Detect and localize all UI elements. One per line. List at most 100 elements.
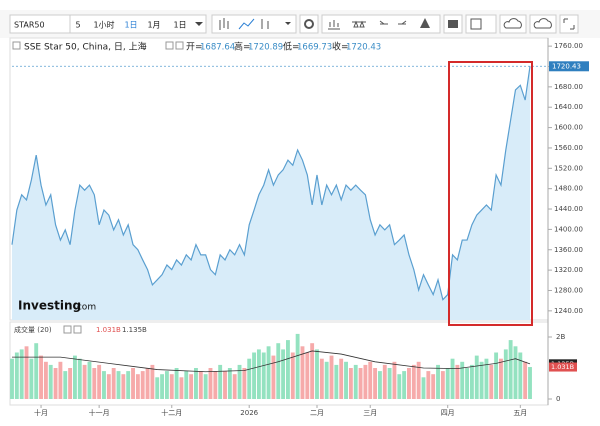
symbol: STAR50: [14, 21, 45, 30]
volume-bar: [286, 340, 290, 399]
x-tick-label: 三月: [363, 409, 377, 417]
volume-bar: [247, 358, 252, 399]
y-tick-label: 1400.00: [554, 225, 583, 233]
highlight-box: [448, 61, 533, 326]
low-value: 1669.73: [297, 43, 332, 53]
redo-icon[interactable]: [398, 20, 407, 25]
volume-bar: [29, 358, 34, 399]
volume-bar: [39, 355, 43, 399]
volume-bar: [373, 368, 378, 399]
volume-bar: [344, 361, 348, 399]
volume-bar: [513, 346, 518, 399]
volume-bar: [198, 371, 203, 399]
interval-button[interactable]: 1日: [173, 21, 186, 30]
volume-bar: [92, 368, 97, 399]
volume-bar: [368, 361, 373, 399]
bar-icon[interactable]: [261, 19, 269, 29]
layout-icon: [470, 18, 482, 30]
volume-bar: [426, 371, 431, 399]
x-tick-label: 四月: [441, 409, 455, 417]
high-label: 高=: [234, 41, 251, 53]
watermark: .com: [74, 303, 96, 313]
y-tick-label: 1760.00: [554, 42, 583, 50]
volume-bar: [290, 352, 295, 399]
collapse-icon[interactable]: [12, 41, 21, 50]
volume-bar: [223, 371, 227, 399]
volume-bar: [242, 368, 247, 399]
x-tick-label: 十二月: [161, 408, 182, 417]
volume-bar: [421, 377, 426, 399]
volume-bar: [523, 361, 528, 399]
volume-bar: [43, 361, 48, 399]
volume-bar: [416, 361, 421, 399]
volume-bar: [315, 349, 319, 399]
settings-button[interactable]: [299, 14, 319, 34]
volume-bar: [445, 368, 450, 399]
volume-y-tick-label: 0: [556, 395, 560, 403]
volume-bar: [164, 371, 169, 399]
volume-bar: [208, 368, 213, 399]
indicator-icon[interactable]: [328, 20, 340, 30]
volume-bar: [19, 349, 24, 399]
low-label: 低=: [283, 41, 300, 53]
y-tick-label: 1320.00: [554, 266, 583, 274]
volume-bar: [97, 364, 102, 399]
volume-bar: [310, 343, 315, 399]
close-label: 收=: [332, 41, 349, 53]
dropdown-icon[interactable]: [195, 22, 203, 26]
candle-icon[interactable]: [219, 18, 229, 30]
price-area: [12, 66, 530, 321]
volume-bar: [218, 364, 223, 399]
volume-bar: [106, 374, 111, 399]
close-icon[interactable]: [175, 41, 184, 50]
volume-bar: [508, 340, 513, 399]
y-tick-label: 1640.00: [554, 103, 583, 111]
volume-bar: [116, 371, 121, 399]
settings-icon: [304, 19, 314, 29]
volume-marker-box: [549, 362, 577, 372]
volume-bar: [494, 352, 499, 399]
volume-bar: [48, 364, 53, 399]
y-tick-label: 1520.00: [554, 164, 583, 172]
volume-bar: [14, 352, 19, 399]
volume-bar: [58, 361, 63, 399]
interval-button-active[interactable]: 1日: [124, 21, 137, 30]
interval-button[interactable]: 5: [75, 21, 80, 30]
volume-bar: [455, 364, 460, 399]
y-tick-label: 1480.00: [554, 185, 583, 193]
volume-bar: [479, 361, 484, 399]
interval-button[interactable]: 1月: [147, 21, 160, 30]
compare-icon[interactable]: [352, 20, 366, 28]
dropdown-icon[interactable]: [285, 22, 291, 25]
chart-type-group: [211, 14, 297, 34]
volume-bar: [227, 368, 232, 399]
volume-ma-line: [12, 350, 531, 373]
volume-bar: [436, 364, 440, 399]
volume-bar: [10, 358, 14, 399]
fullscreen-button[interactable]: [559, 14, 579, 34]
volume-bar: [392, 361, 397, 399]
settings-icon[interactable]: [165, 41, 174, 50]
line-icon[interactable]: [238, 18, 255, 30]
x-tick-label: 2026: [240, 409, 258, 417]
interval-button[interactable]: 1小时: [93, 20, 114, 30]
volume-bar: [256, 349, 261, 399]
alert-icon[interactable]: [420, 18, 430, 28]
undo-icon[interactable]: [379, 20, 388, 25]
volume-bar: [319, 358, 324, 399]
volume-bar: [102, 371, 106, 399]
volume-bar: [450, 358, 455, 399]
settings-icon[interactable]: [63, 325, 72, 334]
volume-bar: [397, 374, 402, 399]
high-value: 1720.89: [248, 43, 283, 53]
cloud-icon: [533, 18, 552, 29]
y-tick-label: 1560.00: [554, 144, 583, 152]
volume-bar: [145, 368, 150, 399]
volume-bar: [329, 355, 334, 399]
volume-bar: [411, 364, 416, 399]
close-icon[interactable]: [73, 325, 82, 334]
volume-bar: [53, 368, 58, 399]
volume-bar: [169, 374, 174, 399]
volume-bar: [363, 364, 368, 399]
